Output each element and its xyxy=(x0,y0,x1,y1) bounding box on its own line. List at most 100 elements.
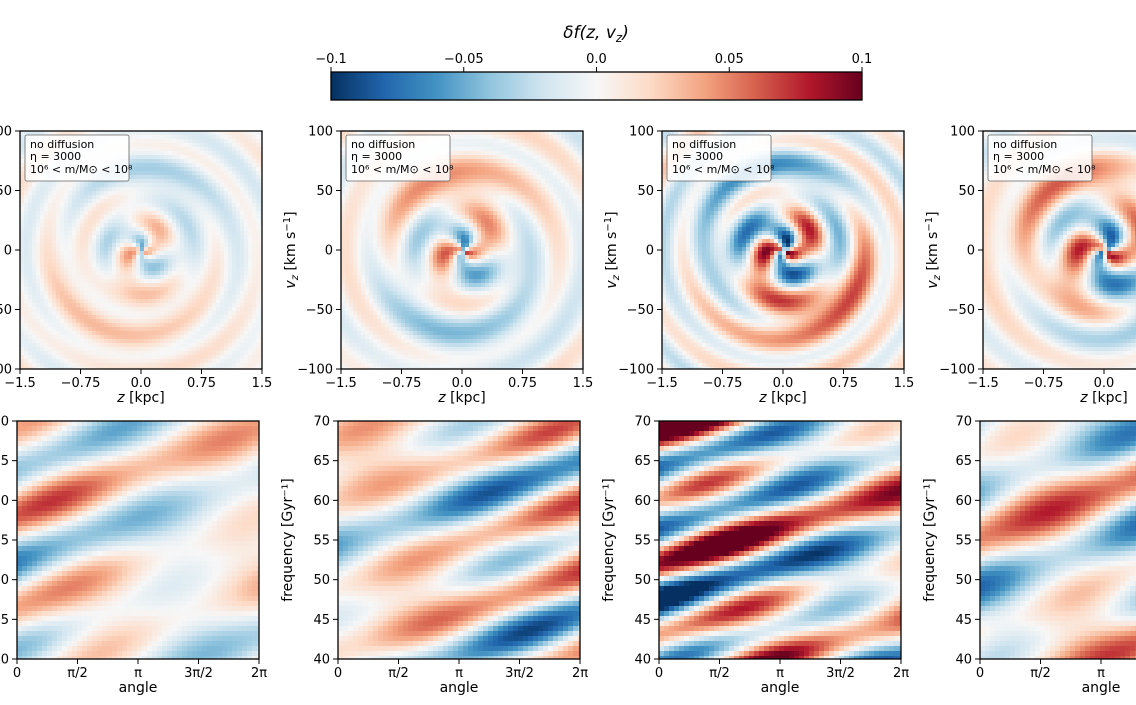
y-tick-label: −50 xyxy=(948,303,975,318)
y-tick-label: 40 xyxy=(634,653,651,668)
y-axis-label: frequency [Gyr⁻¹] xyxy=(922,478,938,601)
y-tick-label: 50 xyxy=(637,184,654,199)
x-tick-label: π xyxy=(1097,666,1105,681)
colorbar: δf(z, vz) −0.1 −0.05 0.0 0.05 0.1 xyxy=(315,23,872,101)
panel-phase-space-2: −1.5 −0.75 0.0 0.75 1.5 −100 −50 0 50 100 z [kpc] v… xyxy=(282,125,593,407)
y-tick-label: 60 xyxy=(313,494,330,509)
x-tick-label: 1.5 xyxy=(252,376,273,391)
x-tick-label: 2π xyxy=(893,666,909,681)
x-tick-label: 3π/2 xyxy=(505,666,534,681)
panel-phase-space-3: −1.5 −0.75 0.0 0.75 1.5 −100 −50 0 50 100 z [kpc] v… xyxy=(603,125,914,407)
legend-line-1: no diffusion xyxy=(351,138,415,151)
y-tick-label: 50 xyxy=(313,573,330,588)
y-tick-label: 0 xyxy=(325,244,333,259)
legend-line-2: η = 3000 xyxy=(993,150,1044,163)
x-tick-label: π xyxy=(776,666,784,681)
x-tick-label: −1.5 xyxy=(646,376,678,391)
legend-line-2: η = 3000 xyxy=(672,150,723,163)
colorbar-bar xyxy=(330,71,863,101)
x-tick-label: 0 xyxy=(334,666,342,681)
x-axis-label: z [kpc] xyxy=(437,390,485,406)
colorbar-tick-label: −0.1 xyxy=(315,52,347,67)
colorbar-title: δf(z, vz) xyxy=(563,23,629,45)
legend-line-3: 10⁶ < m/M⊙ < 10⁸ xyxy=(993,163,1096,176)
x-tick-label: −0.75 xyxy=(1024,376,1064,391)
y-tick-label: 45 xyxy=(955,613,972,628)
heatmap-image xyxy=(17,421,259,659)
legend-line-1: no diffusion xyxy=(30,138,94,151)
heatmap-image xyxy=(980,421,1136,659)
y-tick-label: −100 xyxy=(939,363,975,378)
x-tick-label: −1.5 xyxy=(967,376,999,391)
x-tick-label: 0 xyxy=(976,666,984,681)
panel-phase-space-4: −1.5 −0.75 0.0 −100 −50 0 50 100 z [kpc] vz [km s… xyxy=(924,125,1136,406)
x-tick-label: 2π xyxy=(572,666,588,681)
y-tick-label: −100 xyxy=(297,363,333,378)
y-tick-label: 50 xyxy=(634,573,651,588)
heatmap-image xyxy=(659,421,901,659)
x-tick-label: −0.75 xyxy=(703,376,743,391)
y-tick-label: 100 xyxy=(308,125,333,140)
y-tick-label: 40 xyxy=(313,653,330,668)
legend-line-3: 10⁶ < m/M⊙ < 10⁸ xyxy=(30,163,133,176)
x-tick-label: 0.0 xyxy=(773,376,794,391)
panel-frequency-angle-3: 0 π/2 π 3π/2 2π 40 45 50 55 60 65 70 angle frequency … xyxy=(601,415,909,697)
y-tick-label: 100 xyxy=(950,125,975,140)
y-tick-label: −50 xyxy=(0,303,12,318)
y-tick-label: 65 xyxy=(955,454,972,469)
y-tick-label: 70 xyxy=(313,415,330,430)
x-axis-label: angle xyxy=(761,680,800,696)
y-tick-label: 65 xyxy=(313,454,330,469)
y-tick-label: 65 xyxy=(0,454,9,469)
x-tick-label: 1.5 xyxy=(894,376,915,391)
y-tick-label: 45 xyxy=(313,613,330,628)
y-axis-label: frequency [Gyr⁻¹] xyxy=(280,478,296,601)
x-tick-label: −1.5 xyxy=(325,376,357,391)
y-tick-label: 40 xyxy=(0,653,9,668)
x-tick-label: π/2 xyxy=(1030,666,1050,681)
y-tick-label: 55 xyxy=(634,534,651,549)
x-tick-label: 0.0 xyxy=(131,376,152,391)
y-tick-label: 70 xyxy=(634,415,651,430)
y-tick-label: −100 xyxy=(0,363,12,378)
x-tick-label: −0.75 xyxy=(61,376,101,391)
y-tick-label: 0 xyxy=(646,244,654,259)
x-tick-label: 3π/2 xyxy=(826,666,855,681)
y-tick-label: 55 xyxy=(0,534,9,549)
x-axis-label: z [kpc] xyxy=(758,390,806,406)
legend-line-2: η = 3000 xyxy=(351,150,402,163)
y-axis-label: vz [km s−1] xyxy=(282,211,301,288)
x-tick-label: 0 xyxy=(655,666,663,681)
y-tick-label: 45 xyxy=(634,613,651,628)
y-tick-label: 0 xyxy=(967,244,975,259)
y-axis-label: frequency [Gyr⁻¹] xyxy=(601,478,617,601)
y-tick-label: −100 xyxy=(618,363,654,378)
y-tick-label: 60 xyxy=(0,494,9,509)
y-tick-label: −50 xyxy=(306,303,333,318)
y-tick-label: 40 xyxy=(955,653,972,668)
y-tick-label: 50 xyxy=(955,573,972,588)
colorbar-tick-label: −0.05 xyxy=(444,52,484,67)
panel-frequency-angle-1: 0 π/2 π 3π/2 2π 40 45 50 55 60 65 70 angle xyxy=(0,415,267,697)
colorbar-tick-label: 0.0 xyxy=(586,52,607,67)
heatmap-image xyxy=(338,421,580,659)
y-tick-label: 70 xyxy=(0,415,9,430)
legend-line-3: 10⁶ < m/M⊙ < 10⁸ xyxy=(351,163,454,176)
x-tick-label: 0.75 xyxy=(187,376,216,391)
x-tick-label: π/2 xyxy=(67,666,87,681)
x-tick-label: 2π xyxy=(251,666,267,681)
y-tick-label: 70 xyxy=(955,415,972,430)
colorbar-tick-label: 0.05 xyxy=(715,52,744,67)
x-tick-label: π xyxy=(455,666,463,681)
y-tick-label: 0 xyxy=(4,244,12,259)
legend-line-1: no diffusion xyxy=(993,138,1057,151)
y-tick-label: 50 xyxy=(0,573,9,588)
y-tick-label: 50 xyxy=(316,184,333,199)
y-axis-label: vz [km s−1] xyxy=(603,211,622,288)
panel-frequency-angle-4: 0 π/2 π 40 45 50 55 60 65 70 angle frequency [Gyr⁻¹… xyxy=(922,415,1136,696)
y-tick-label: 50 xyxy=(958,184,975,199)
